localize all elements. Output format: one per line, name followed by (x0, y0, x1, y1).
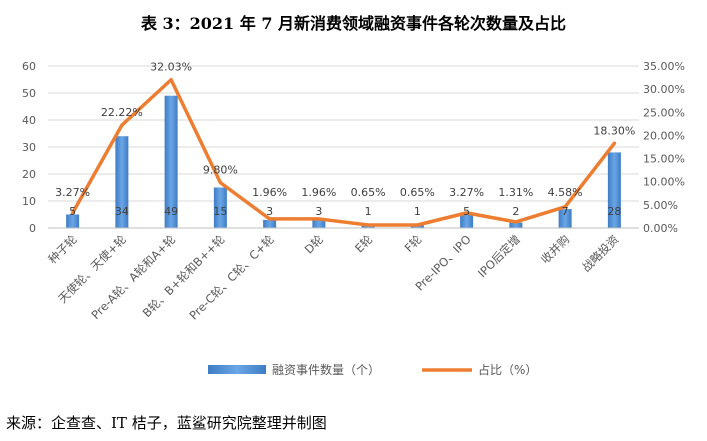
y-left-tick-label: 60 (22, 60, 36, 73)
line-value-label: 22.22% (101, 106, 143, 119)
line-value-label: 32.03% (150, 61, 192, 74)
bar-value-label: 2 (512, 205, 519, 218)
x-tick-label: Pre-A轮、A轮和A+轮 (88, 232, 178, 322)
line-value-label: 18.30% (593, 124, 635, 137)
y-left-tick-label: 40 (22, 114, 36, 127)
y-left-tick-label: 30 (22, 141, 36, 154)
legend-bar-label: 融资事件数量（个） (272, 362, 380, 377)
line-value-label: 3.27% (55, 186, 90, 199)
line-value-label: 1.96% (301, 186, 336, 199)
x-tick-label: B轮、B+轮和B++轮 (140, 232, 228, 320)
line-value-label: 9.80% (203, 164, 238, 177)
bar (263, 219, 277, 228)
x-tick-label: E轮 (352, 232, 376, 256)
x-tick-label: IPO后定增 (475, 232, 523, 280)
chart-title: 表 3：2021 年 7 月新消费领域融资事件各轮次数量及占比 (140, 14, 567, 33)
y-right-tick-label: 35.00% (643, 60, 685, 73)
bar (164, 95, 178, 228)
bar (312, 219, 326, 228)
bar-value-label: 3 (266, 205, 273, 218)
x-tick-label: 战略投资 (579, 232, 621, 274)
legend-bar-swatch (208, 365, 266, 374)
bar (460, 214, 474, 228)
bar-value-label: 34 (115, 205, 129, 218)
y-right-tick-label: 5.00% (643, 199, 678, 212)
line-value-label: 1.96% (252, 186, 287, 199)
x-tick-label: F轮 (402, 232, 425, 255)
y-right-tick-label: 10.00% (643, 176, 685, 189)
bar-value-label: 5 (463, 205, 470, 218)
y-right-tick-label: 20.00% (643, 129, 685, 142)
y-right-tick-label: 30.00% (643, 83, 685, 96)
x-tick-label: D轮 (302, 232, 327, 257)
legend-line-label: 占比（%） (478, 362, 537, 377)
y-right-tick-label: 25.00% (643, 106, 685, 119)
line-value-label: 0.65% (351, 186, 386, 199)
y-right-tick-label: 0.00% (643, 222, 678, 235)
bar (66, 214, 80, 228)
line-value-label: 0.65% (400, 186, 435, 199)
bar-value-label: 1 (365, 205, 372, 218)
source-note: 来源：企查查、IT 桔子，蓝鲨研究院整理并制图 (6, 414, 327, 432)
x-tick-label: 收并购 (538, 232, 572, 266)
bar (607, 152, 621, 228)
bar-value-label: 3 (315, 205, 322, 218)
x-tick-label: 种子轮 (45, 232, 80, 267)
bar-value-label: 28 (607, 205, 621, 218)
bar (115, 136, 129, 228)
bar-value-label: 7 (562, 205, 569, 218)
line-value-label: 4.58% (548, 186, 583, 199)
chart: 0 10 20 30 40 50 60 0.00% 5.00% 10.00% 15.00% 20.00… (22, 60, 685, 377)
bar-value-label: 5 (69, 205, 76, 218)
bar (558, 209, 572, 228)
line-value-label: 3.27% (449, 186, 484, 199)
line-value-label: 1.31% (498, 186, 533, 199)
bar (213, 187, 227, 228)
y-left-tick-label: 20 (22, 168, 36, 181)
line-series (70, 77, 617, 227)
y-right-tick-label: 15.00% (643, 153, 685, 166)
bar-value-label: 1 (414, 205, 421, 218)
bar (509, 222, 523, 228)
bar-value-label: 15 (213, 205, 227, 218)
bar-value-label: 49 (164, 205, 178, 218)
y-left-tick-label: 50 (22, 87, 36, 100)
y-left-tick-label: 0 (29, 222, 36, 235)
x-tick-label: Pre-C轮、C轮、C+轮 (186, 232, 277, 323)
y-left-tick-label: 10 (22, 195, 36, 208)
